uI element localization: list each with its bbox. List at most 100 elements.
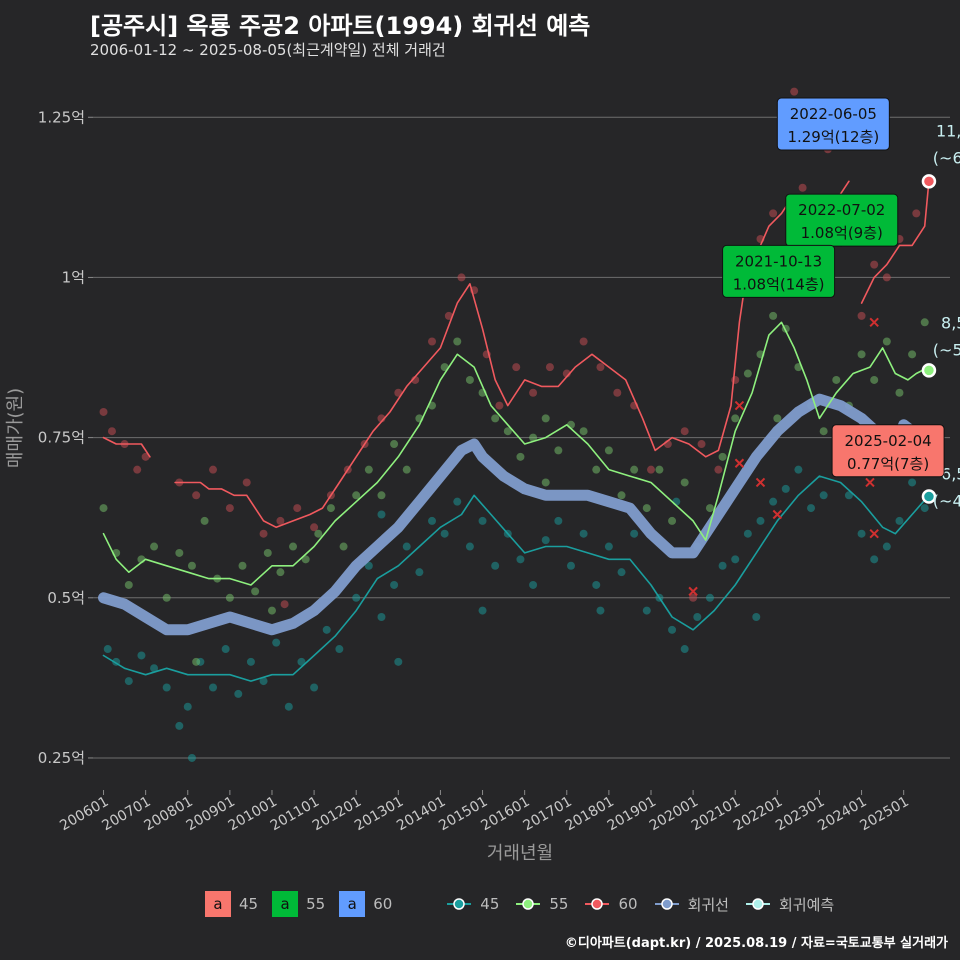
y-tick-label: 0.5억 xyxy=(47,589,85,607)
scatter-point-55 xyxy=(150,542,159,551)
scatter-point-55 xyxy=(642,504,651,513)
legend-line-item: 회귀선 xyxy=(654,894,729,915)
scatter-point-60 xyxy=(697,440,706,449)
scatter-point-55 xyxy=(773,414,782,423)
scatter-point-45 xyxy=(592,580,601,589)
legend-line-item: 60 xyxy=(584,895,638,913)
scatter-point-55 xyxy=(516,452,525,461)
scatter-point-60 xyxy=(689,593,698,602)
scatter-point-55 xyxy=(289,542,298,551)
scatter-point-55 xyxy=(192,657,201,666)
scatter-point-45 xyxy=(541,536,550,545)
scatter-point-45 xyxy=(895,516,904,525)
end-point xyxy=(921,363,937,378)
end-point xyxy=(921,489,937,504)
scatter-point-55 xyxy=(832,375,841,384)
scatter-point-45 xyxy=(529,580,538,589)
scatter-point-60 xyxy=(798,183,807,192)
annotation-value: 1.08억(14층) xyxy=(733,275,825,293)
annotations: 2022-06-05 1.29억(12층) 2022-07-02 1.08억(9층) 2… xyxy=(722,97,945,478)
scatter-point-60 xyxy=(444,311,453,320)
scatter-point-60 xyxy=(133,465,142,474)
scatter-point-55 xyxy=(920,318,929,327)
y-axis-title: 매매가(원) xyxy=(5,388,26,468)
legend-swatch: a xyxy=(339,891,366,917)
series-line-60 xyxy=(102,436,151,458)
scatter-point-55 xyxy=(655,465,664,474)
scatter-point-60 xyxy=(512,363,521,372)
series-line-회귀선 xyxy=(98,393,935,636)
x-axis-title: 거래년월 xyxy=(487,843,553,864)
scatter-point-45 xyxy=(680,645,689,654)
legend-text: 회귀선 xyxy=(687,895,729,914)
x-mark xyxy=(688,586,698,597)
scatter-point-60 xyxy=(596,363,605,372)
y-tick-label: 1.25억 xyxy=(38,108,85,126)
legend-label-item: a 55 xyxy=(272,891,325,917)
legend-line-swatch xyxy=(654,898,679,910)
scatter-point-55 xyxy=(769,311,778,320)
scatter-point-45 xyxy=(579,529,588,538)
scatter-point-55 xyxy=(529,433,538,442)
scatter-point-45 xyxy=(781,484,790,493)
x-marks xyxy=(688,317,879,597)
end-label-area: (~45㎡) xyxy=(933,491,960,510)
scatter-point-60 xyxy=(579,337,588,346)
scatter-point-55 xyxy=(895,388,904,397)
scatter-point-60 xyxy=(225,504,234,513)
end-label-value: 11,500 xyxy=(936,122,960,141)
scatter-point-45 xyxy=(162,683,171,692)
scatter-point-60 xyxy=(242,478,251,487)
y-tick-label: 0.75억 xyxy=(38,429,85,447)
annotation-box xyxy=(722,244,836,298)
scatter-point-45 xyxy=(705,593,714,602)
series-line-60 xyxy=(860,180,930,304)
scatter-point-45 xyxy=(209,683,218,692)
scatter-point-60 xyxy=(107,427,116,436)
scatter-point-45 xyxy=(478,606,487,615)
scatter-point-60 xyxy=(259,529,268,538)
annotation-date: 2021-10-13 xyxy=(735,252,822,270)
scatter-point-55 xyxy=(870,375,879,384)
scatter-point-55 xyxy=(267,606,276,615)
scatter-point-45 xyxy=(465,542,474,551)
footer-credit: ©디아파트(dapt.kr) / 2025.08.19 / 자료=국토교통부 실… xyxy=(564,936,948,951)
scatter-point-55 xyxy=(390,440,399,449)
scatter-point-55 xyxy=(554,446,563,455)
scatter-point-60 xyxy=(870,260,879,269)
legend-text: 45 xyxy=(480,895,500,913)
scatter-point-55 xyxy=(187,561,196,570)
scatter-point-45 xyxy=(870,555,879,564)
end-label-value: 6,583 xyxy=(941,464,960,483)
scatter-point-55 xyxy=(326,504,335,513)
scatter-point-55 xyxy=(819,427,828,436)
scatter-point-55 xyxy=(743,369,752,378)
scatter-point-45 xyxy=(920,504,929,513)
scatter-point-45 xyxy=(491,561,500,570)
end-label-area: (~55㎡) xyxy=(933,341,960,360)
y-tick-label: 1억 xyxy=(62,268,85,286)
scatter-point-60 xyxy=(912,209,921,218)
scatter-point-45 xyxy=(221,645,230,654)
x-mark xyxy=(865,477,875,488)
scatter-point-55 xyxy=(617,491,626,500)
scatter-point-55 xyxy=(680,478,689,487)
scatter-point-45 xyxy=(415,568,424,577)
scatter-point-55 xyxy=(857,350,866,359)
scatter-point-45 xyxy=(743,529,752,538)
scatter-point-55 xyxy=(604,446,613,455)
scatter-point-60 xyxy=(529,388,538,397)
scatter-point-45 xyxy=(693,613,702,622)
end-point xyxy=(921,174,937,189)
scatter-point-60 xyxy=(310,523,319,532)
scatter-point-55 xyxy=(124,580,133,589)
scatter-point-60 xyxy=(99,407,108,416)
scatter-point-60 xyxy=(428,337,437,346)
scatter-point-45 xyxy=(668,625,677,634)
scatter-point-45 xyxy=(566,561,575,570)
annotation-box xyxy=(776,97,890,151)
legend-line-item: 45 xyxy=(446,895,499,913)
legend-line-swatch xyxy=(585,898,610,910)
annotation-value: 0.77억(7층) xyxy=(847,455,929,473)
